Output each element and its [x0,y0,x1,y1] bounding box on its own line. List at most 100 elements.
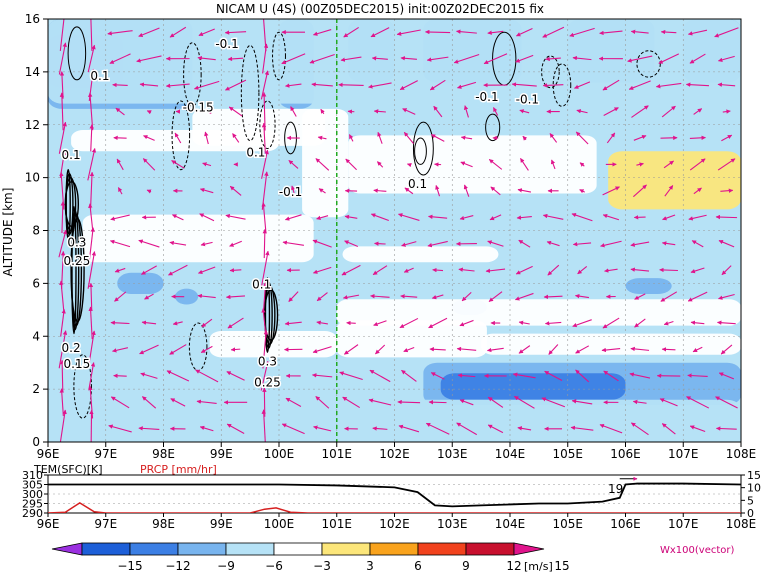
wind-vector [399,80,418,91]
field-region-calm [348,135,597,194]
wind-vector [517,188,532,193]
wind-vector [373,188,387,193]
field-region [440,373,626,400]
wind-vector [312,346,332,354]
panel-x-tick-label: 101E [322,517,353,531]
wind-vector [516,215,532,220]
wind-vector [602,213,620,221]
wind-vector [430,134,445,142]
wind-vector [141,320,157,325]
wind-vector [59,92,65,131]
wind-vector [198,266,216,274]
wind-vector [579,189,585,194]
wind-vector [136,55,162,63]
field-region-calm [481,333,741,355]
wind-vector [432,267,444,273]
wind-vector [114,267,126,273]
y-tick-label: 16 [25,12,40,26]
wind-vector [483,53,508,65]
contour-labels: -0.1 0.1 -0.15 0.1 -0.1 -0.1 -0.1 0.1 0.1 0.3 0.25… [60,36,540,391]
wind-vector [487,424,504,434]
wind-vector [602,317,620,329]
wind-vector [144,293,154,300]
wind-vector [59,171,65,210]
wind-vector [370,213,389,221]
wind-vector [260,70,270,100]
panel-x-tick-label: 108E [726,517,757,531]
wind-vector [599,423,623,434]
panel-right-tick-label: 0 [747,507,754,520]
wind-vector [398,213,420,221]
contour-label: 0.3 [67,235,86,249]
wind-vector [485,268,506,273]
wind-vector [202,162,212,167]
wind-vector [224,30,247,35]
wind-vector [89,124,94,152]
wind-vector [655,82,682,89]
wind-vector [227,56,244,62]
wind-vector [633,135,647,141]
contour [552,63,572,107]
wind-vector [284,321,302,326]
wind-vector [226,371,245,381]
wind-vector [397,399,421,405]
wind-vector [170,398,186,407]
wind-vector [285,83,302,88]
wind-vector [343,344,359,355]
wind-vector [660,291,678,302]
wind-vector [627,55,653,63]
prcp-line [48,501,741,513]
wind-vector [402,108,416,115]
colorbar-band [369,542,419,556]
wind-vector [309,53,335,64]
wind-vector [602,79,620,91]
wind-vector [606,132,616,144]
left-axis-label: TEM(SFC)[K] [33,463,103,476]
contour-label: 0.25 [64,254,91,268]
wind-vector [139,82,159,87]
wind-vector [630,267,650,272]
wind-vector [229,268,242,273]
wind-vector [659,398,678,407]
wind-vector [403,267,414,273]
wind-vector [663,321,674,326]
wind-vector [577,266,588,275]
panel-x-tick-label: 99E [210,517,233,531]
wind-vector [630,346,650,352]
wind-vector [433,105,443,118]
wind-vector [138,426,160,431]
wind-vector [631,105,649,118]
wind-vector [373,109,386,114]
wind-vector [195,369,219,383]
wind-vector [172,321,183,326]
wind-vector [261,122,267,153]
panel-x-tick-label: 96E [37,517,60,531]
wind-vector [372,426,388,431]
x-tick-label: 98E [152,447,175,461]
wind-vector [514,395,535,409]
contour-label: -0.15 [183,101,214,115]
field-region-calm [209,330,337,358]
wind-vector [281,53,306,65]
wind-vector [544,370,563,382]
contour [412,121,434,176]
wind-vector [116,158,124,171]
panel-left-tick-label: 300 [22,488,43,501]
contour [414,137,427,165]
wind-vector [290,106,297,117]
wind-vector [201,109,212,114]
wind-vector [689,135,706,140]
wind-vector [688,214,707,221]
wind-vector [59,359,65,392]
wind-vector [87,330,96,369]
colorbar-tick-label: 3 [366,559,374,573]
wind-vector [113,373,127,378]
wind-vector [171,160,185,169]
wind-vector [377,131,383,144]
wind-vector [396,29,421,36]
wind-vector [281,423,305,435]
wind-vector [661,105,676,118]
wind-vector [718,55,735,62]
wind-vector [58,42,67,75]
